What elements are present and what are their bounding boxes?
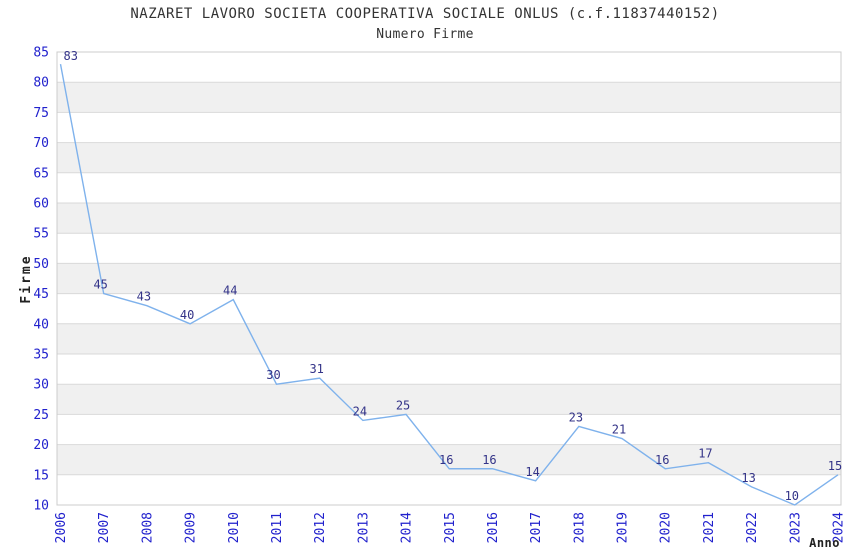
- y-tick-label: 70: [33, 136, 49, 151]
- y-tick-label: 85: [33, 46, 49, 61]
- plot-border: [56, 51, 842, 506]
- y-tick-label: 40: [33, 317, 49, 332]
- grid-band: [57, 263, 841, 294]
- y-tick-label: 25: [33, 408, 49, 423]
- y-tick-label: 30: [33, 378, 49, 393]
- data-point-label: 24: [353, 404, 367, 418]
- y-tick-label: 65: [33, 166, 49, 181]
- data-point-label: 45: [93, 278, 107, 292]
- y-axis-title: Firme: [19, 254, 34, 303]
- data-point-label: 16: [655, 453, 669, 467]
- y-tick-label: 60: [33, 197, 49, 212]
- x-tick-label: 2007: [97, 512, 112, 543]
- x-tick-label: 2012: [313, 512, 328, 543]
- x-tick-label: 2006: [54, 512, 69, 543]
- grid-band: [57, 82, 841, 113]
- x-tick-label: 2011: [270, 512, 285, 543]
- x-tick-label: 2013: [356, 512, 371, 543]
- x-tick-label: 2021: [702, 512, 717, 543]
- x-axis-title: Anno: [809, 536, 840, 550]
- x-tick-label: 2010: [227, 512, 242, 543]
- data-point-label: 40: [180, 308, 194, 322]
- grid-band: [57, 323, 841, 354]
- y-tick-label: 45: [33, 287, 49, 302]
- data-point-label: 15: [828, 459, 842, 473]
- grid-band: [57, 384, 841, 415]
- x-tick-label: 2022: [745, 512, 760, 543]
- x-tick-label: 2017: [529, 512, 544, 543]
- grid-band: [57, 203, 841, 234]
- y-tick-label: 80: [33, 76, 49, 91]
- data-point-label: 21: [612, 423, 626, 437]
- y-tick-label: 35: [33, 348, 49, 363]
- x-tick-label: 2015: [443, 512, 458, 543]
- x-tick-label: 2014: [400, 512, 415, 543]
- data-point-label: 44: [223, 284, 237, 298]
- data-point-label: 83: [64, 49, 78, 63]
- x-tick-label: 2008: [140, 512, 155, 543]
- data-point-label: 17: [698, 447, 712, 461]
- x-tick-label: 2019: [616, 512, 631, 543]
- data-point-label: 23: [569, 410, 583, 424]
- y-tick-label: 75: [33, 106, 49, 121]
- x-tick-label: 2016: [486, 512, 501, 543]
- grid-band: [57, 444, 841, 475]
- y-tick-label: 10: [33, 499, 49, 514]
- y-tick-label: 55: [33, 227, 49, 242]
- x-tick-label: 2024: [832, 512, 847, 543]
- data-point-label: 14: [525, 465, 539, 479]
- chart-layers: 10 15 20 25 30 35 40 45 50 55 60 65 70 75 80 85 2006 2007…: [33, 46, 846, 544]
- data-line: [59, 63, 839, 506]
- data-point-label: 16: [482, 453, 496, 467]
- x-tick-label: 2020: [659, 512, 674, 543]
- data-point-label: 13: [741, 471, 755, 485]
- y-tick-label: 15: [33, 468, 49, 483]
- data-point-label: 16: [439, 453, 453, 467]
- y-tick-label: 50: [33, 257, 49, 272]
- data-point-label: 10: [785, 489, 799, 503]
- grid-band: [57, 142, 841, 173]
- data-point-label: 25: [396, 398, 410, 412]
- data-point-label: 31: [309, 362, 323, 376]
- x-tick-label: 2023: [788, 512, 803, 543]
- chart-subtitle: Numero Firme: [376, 27, 474, 42]
- data-point-label: 30: [266, 368, 280, 382]
- x-tick-label: 2018: [572, 512, 587, 543]
- y-tick-label: 20: [33, 438, 49, 453]
- data-point-label: 43: [137, 290, 151, 304]
- x-tick-label: 2009: [184, 512, 199, 543]
- chart-title: NAZARET LAVORO SOCIETA COOPERATIVA SOCIA…: [130, 6, 720, 22]
